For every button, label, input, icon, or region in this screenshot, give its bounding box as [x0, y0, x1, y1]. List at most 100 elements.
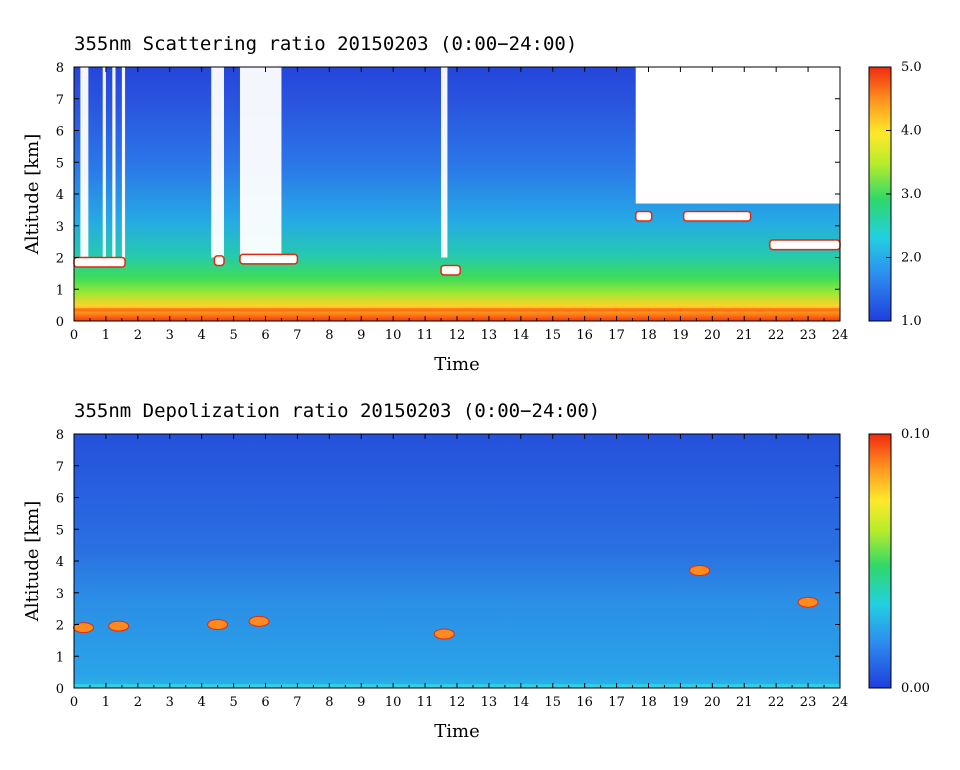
colorbar-tick-label: 0.10 — [901, 427, 930, 442]
colorbar-tick-label: 2.0 — [901, 251, 922, 266]
x-tick-label: 10 — [385, 328, 402, 343]
y-tick-label: 3 — [56, 587, 64, 602]
x-tick-label: 22 — [768, 328, 785, 343]
x-tick-label: 11 — [417, 695, 434, 710]
x-tick-label: 2 — [134, 695, 142, 710]
x-tick-label: 9 — [357, 695, 365, 710]
no-signal-gap — [211, 67, 225, 258]
no-signal-gap — [112, 67, 116, 258]
x-tick-label: 7 — [293, 328, 301, 343]
y-tick-label: 6 — [56, 492, 64, 507]
y-tick-label: 6 — [56, 125, 64, 140]
colorbar-tick-label: 0.00 — [901, 681, 930, 696]
x-tick-label: 17 — [608, 328, 625, 343]
chart-title: 355nm Depolization ratio 20150203 (0:00−… — [74, 400, 600, 422]
x-tick-label: 17 — [608, 695, 625, 710]
x-tick-label: 19 — [672, 695, 689, 710]
x-tick-label: 3 — [166, 695, 174, 710]
cloud-layer — [682, 210, 752, 222]
x-tick-label: 20 — [704, 695, 721, 710]
x-tick-label: 24 — [832, 695, 849, 710]
x-tick-label: 5 — [229, 328, 237, 343]
x-tick-label: 2 — [134, 328, 142, 343]
y-tick-label: 0 — [56, 682, 64, 697]
x-axis-label: Time — [434, 354, 479, 375]
colorbar-tick-label: 1.0 — [901, 314, 922, 329]
cloud-layer — [213, 255, 225, 267]
x-tick-label: 16 — [576, 328, 593, 343]
x-tick-label: 0 — [70, 328, 78, 343]
x-tick-label: 9 — [357, 328, 365, 343]
x-tick-label: 5 — [229, 695, 237, 710]
y-axis-label: Altitude [km] — [22, 501, 43, 623]
y-tick-label: 8 — [56, 428, 64, 443]
x-tick-label: 21 — [736, 328, 753, 343]
x-tick-label: 18 — [640, 328, 657, 343]
high-depolarization-patch — [433, 628, 455, 640]
cloud-layer — [634, 210, 653, 222]
x-tick-label: 13 — [481, 695, 498, 710]
x-tick-label: 1 — [102, 695, 110, 710]
y-tick-label: 1 — [56, 650, 64, 665]
cloud-layer — [239, 253, 299, 265]
high-depolarization-patch — [207, 619, 229, 630]
x-tick-label: 8 — [325, 328, 333, 343]
x-tick-label: 23 — [800, 328, 817, 343]
no-signal-region — [635, 67, 840, 204]
high-depolarization-patch — [797, 596, 819, 608]
x-tick-label: 14 — [513, 695, 530, 710]
x-tick-label: 21 — [736, 695, 753, 710]
x-tick-label: 20 — [704, 328, 721, 343]
colorbar — [868, 433, 892, 689]
y-tick-label: 3 — [56, 220, 64, 235]
colorbar-tick-label: 5.0 — [901, 60, 922, 75]
x-tick-label: 10 — [385, 695, 402, 710]
x-tick-label: 13 — [481, 328, 498, 343]
x-tick-label: 19 — [672, 328, 689, 343]
high-depolarization-patch — [689, 565, 711, 577]
y-tick-label: 4 — [56, 555, 64, 570]
x-tick-label: 6 — [261, 695, 269, 710]
y-tick-label: 7 — [56, 460, 64, 475]
cloud-layer — [73, 256, 126, 268]
cloud-layer — [440, 264, 461, 276]
y-tick-label: 8 — [56, 61, 64, 76]
depolarization-ratio-panel: 355nm Depolization ratio 20150203 (0:00−… — [22, 400, 930, 742]
x-tick-label: 22 — [768, 695, 785, 710]
y-tick-label: 5 — [56, 156, 64, 171]
chart-title: 355nm Scattering ratio 20150203 (0:00−24… — [74, 33, 577, 55]
x-tick-label: 15 — [544, 328, 561, 343]
x-tick-label: 12 — [449, 328, 466, 343]
y-tick-label: 7 — [56, 93, 64, 108]
x-tick-label: 7 — [293, 695, 301, 710]
x-tick-label: 12 — [449, 695, 466, 710]
no-signal-gap — [80, 67, 89, 258]
x-tick-label: 24 — [832, 328, 849, 343]
x-tick-label: 23 — [800, 695, 817, 710]
x-tick-label: 8 — [325, 695, 333, 710]
x-tick-label: 11 — [417, 328, 434, 343]
x-tick-label: 3 — [166, 328, 174, 343]
high-depolarization-patch — [248, 615, 270, 627]
surface-aerosol-layer — [74, 308, 840, 312]
no-signal-gap — [239, 67, 282, 258]
colorbar-tick-label: 4.0 — [901, 124, 922, 139]
x-tick-label: 15 — [544, 695, 561, 710]
y-tick-label: 2 — [56, 619, 64, 634]
plot-area — [74, 434, 840, 688]
x-tick-label: 0 — [70, 695, 78, 710]
x-tick-label: 6 — [261, 328, 269, 343]
y-tick-label: 1 — [56, 283, 64, 298]
colorbar-tick-label: 3.0 — [901, 187, 922, 202]
y-axis-label: Altitude [km] — [22, 134, 43, 256]
y-tick-label: 5 — [56, 523, 64, 538]
high-depolarization-patch — [108, 620, 130, 632]
y-tick-label: 0 — [56, 315, 64, 330]
y-tick-label: 4 — [56, 188, 64, 203]
no-signal-gap — [102, 67, 106, 258]
x-tick-label: 1 — [102, 328, 110, 343]
x-tick-label: 16 — [576, 695, 593, 710]
no-signal-gap — [441, 67, 448, 258]
x-axis-label: Time — [434, 721, 479, 742]
